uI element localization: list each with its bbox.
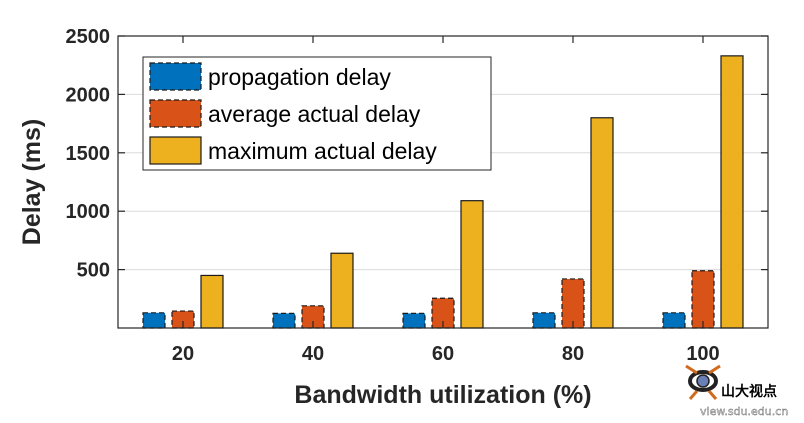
- bar-maximum-actual-delay-100: [720, 55, 744, 329]
- bar-propagation-delay-20: [142, 312, 166, 329]
- bar-propagation-delay-80: [532, 312, 556, 329]
- bar-propagation-delay-40: [272, 312, 296, 329]
- bar-maximum-actual-delay-80: [590, 117, 614, 329]
- legend-swatch: [149, 62, 202, 91]
- bar-average-actual-delay-100: [691, 270, 715, 329]
- legend-label: maximum actual delay: [208, 138, 437, 164]
- legend: propagation delay average actual delay max…: [142, 56, 492, 171]
- bars: [142, 55, 744, 329]
- y-tick-label: 500: [77, 260, 110, 282]
- watermark-url: view.sdu.edu.cn: [700, 405, 788, 418]
- bar-maximum-actual-delay-40: [330, 252, 354, 329]
- y-axis-ticks: 500 1000 1500 2000 2500: [66, 26, 768, 282]
- x-tick-label: 40: [302, 343, 324, 365]
- legend-swatch: [149, 136, 202, 165]
- watermark-text: 山大视点: [721, 383, 777, 400]
- watermark-logo-icon: [685, 364, 721, 400]
- x-tick-label: 80: [562, 343, 584, 365]
- y-axis-label: Delay (ms): [18, 119, 46, 245]
- y-tick-label: 1500: [66, 143, 111, 165]
- y-tick-label: 2500: [66, 26, 111, 48]
- legend-swatch: [149, 99, 202, 128]
- y-tick-label: 1000: [66, 201, 111, 223]
- legend-items: propagation delay average actual delay max…: [149, 62, 437, 165]
- x-tick-label: 60: [432, 343, 454, 365]
- x-axis-label: Bandwidth utilization (%): [294, 381, 591, 409]
- watermark: 山大视点 view.sdu.edu.cn: [685, 364, 788, 418]
- x-tick-label: 100: [686, 343, 719, 365]
- y-tick-label: 2000: [66, 84, 111, 106]
- bar-propagation-delay-60: [402, 312, 426, 329]
- x-axis-ticks: 20 40 60 80 100: [172, 36, 720, 365]
- bar-maximum-actual-delay-60: [460, 200, 484, 329]
- x-tick-label: 20: [172, 343, 194, 365]
- bar-average-actual-delay-40: [301, 305, 325, 329]
- legend-label: average actual delay: [208, 101, 421, 127]
- bar-average-actual-delay-80: [561, 278, 585, 329]
- bar-propagation-delay-100: [662, 312, 686, 329]
- legend-label: propagation delay: [208, 64, 391, 90]
- bar-average-actual-delay-60: [431, 297, 455, 329]
- bar-maximum-actual-delay-20: [200, 274, 224, 329]
